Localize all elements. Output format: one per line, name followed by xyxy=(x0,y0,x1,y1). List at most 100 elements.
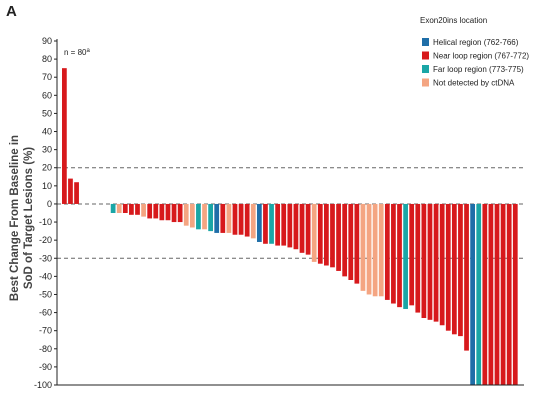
legend: Exon20ins location Helical region (762-7… xyxy=(420,16,529,88)
bar xyxy=(464,203,469,351)
bar xyxy=(476,203,482,385)
y-tick-label: 0 xyxy=(47,199,52,209)
reference-lines xyxy=(57,167,524,259)
y-tick-label: 10 xyxy=(42,181,52,191)
bar xyxy=(354,203,360,284)
bar xyxy=(196,203,201,230)
bar xyxy=(141,203,146,217)
bar xyxy=(250,203,256,239)
y-tick-label: -30 xyxy=(39,253,52,263)
y-tick-label: -70 xyxy=(39,326,52,336)
bar xyxy=(488,203,494,385)
bar xyxy=(360,203,366,291)
legend-swatch xyxy=(422,65,429,73)
bar xyxy=(421,203,427,319)
bar xyxy=(110,203,116,213)
y-tick-label: -10 xyxy=(39,217,52,227)
bar xyxy=(330,203,335,268)
bar xyxy=(62,68,67,204)
bar xyxy=(244,203,250,237)
y-tick-label: -60 xyxy=(39,308,52,318)
bar xyxy=(482,203,488,385)
bar xyxy=(458,203,463,337)
bars-group xyxy=(62,68,518,385)
legend-swatch xyxy=(422,38,429,46)
sample-size-superscript: a xyxy=(86,48,90,54)
bar xyxy=(269,203,274,244)
legend-entry-label: Near loop region (767-772) xyxy=(433,52,529,61)
bar xyxy=(317,203,323,264)
bar xyxy=(220,203,226,233)
bar xyxy=(397,203,402,308)
bar xyxy=(336,203,341,271)
legend-entry-label: Not detected by ctDNA xyxy=(433,79,515,88)
y-tick-label: 60 xyxy=(42,90,52,100)
bar xyxy=(275,203,281,246)
y-axis-title-line-1: Best Change From Baseline in xyxy=(9,135,21,301)
bar xyxy=(208,203,213,232)
bar xyxy=(129,203,134,215)
bar xyxy=(165,203,171,221)
bar xyxy=(116,203,122,213)
y-tick-label: -20 xyxy=(39,235,52,245)
y-tick-label: -80 xyxy=(39,344,52,354)
bar xyxy=(305,203,311,255)
bar xyxy=(263,203,268,244)
bar xyxy=(445,203,451,331)
bar xyxy=(183,203,189,226)
bar xyxy=(299,203,305,253)
sample-size-text: n = 80 xyxy=(64,48,87,57)
bar xyxy=(135,203,140,215)
y-tick-label: 30 xyxy=(42,145,52,155)
bar xyxy=(342,203,348,277)
bar xyxy=(451,203,457,335)
y-tick-label: 90 xyxy=(42,36,52,46)
y-tick-label: 50 xyxy=(42,108,52,118)
y-tick-label: -90 xyxy=(39,362,52,372)
y-tick-label: -50 xyxy=(39,289,52,299)
bar xyxy=(512,203,518,385)
bar xyxy=(494,203,500,385)
bar xyxy=(171,203,177,223)
legend-title: Exon20ins location xyxy=(420,16,487,25)
bar xyxy=(378,203,384,297)
bar xyxy=(287,203,293,248)
y-axis-title: Best Change From Baseline in SoD of Targ… xyxy=(9,135,35,301)
bar xyxy=(409,203,415,306)
bar xyxy=(311,203,317,262)
bar xyxy=(177,203,183,223)
bar xyxy=(506,203,512,385)
bar xyxy=(403,203,408,309)
bar xyxy=(415,203,421,313)
y-tick-label: 80 xyxy=(42,54,52,64)
y-axis-title-line-2: SoD of Target Lesions (%) xyxy=(23,147,35,289)
bar xyxy=(293,203,299,250)
bar xyxy=(470,203,475,385)
bar xyxy=(238,203,244,235)
bar xyxy=(366,203,372,295)
sample-size-annotation: n = 80a xyxy=(64,48,90,57)
bar xyxy=(214,203,220,233)
bar xyxy=(324,203,329,266)
bar xyxy=(147,203,153,219)
bar xyxy=(372,203,378,297)
y-tick-label: -40 xyxy=(39,271,52,281)
y-axis: 90 80 70 60 50 40 30 20 10 0 -10 -20 -30 -40 -50 -60 -70… xyxy=(34,36,524,390)
bar xyxy=(439,203,445,326)
y-tick-label: 20 xyxy=(42,163,52,173)
bar xyxy=(189,203,195,228)
bar xyxy=(74,182,79,204)
bar xyxy=(433,203,439,322)
panel-label: A xyxy=(6,3,17,20)
legend-entry-label: Helical region (762-766) xyxy=(433,38,519,47)
bar xyxy=(427,203,433,320)
bar xyxy=(281,203,287,246)
bar xyxy=(68,178,73,204)
y-tick-label: 70 xyxy=(42,72,52,82)
bar xyxy=(122,203,128,213)
legend-swatch xyxy=(422,51,429,60)
bar xyxy=(159,203,165,221)
bar xyxy=(384,203,390,300)
bar xyxy=(500,203,506,385)
